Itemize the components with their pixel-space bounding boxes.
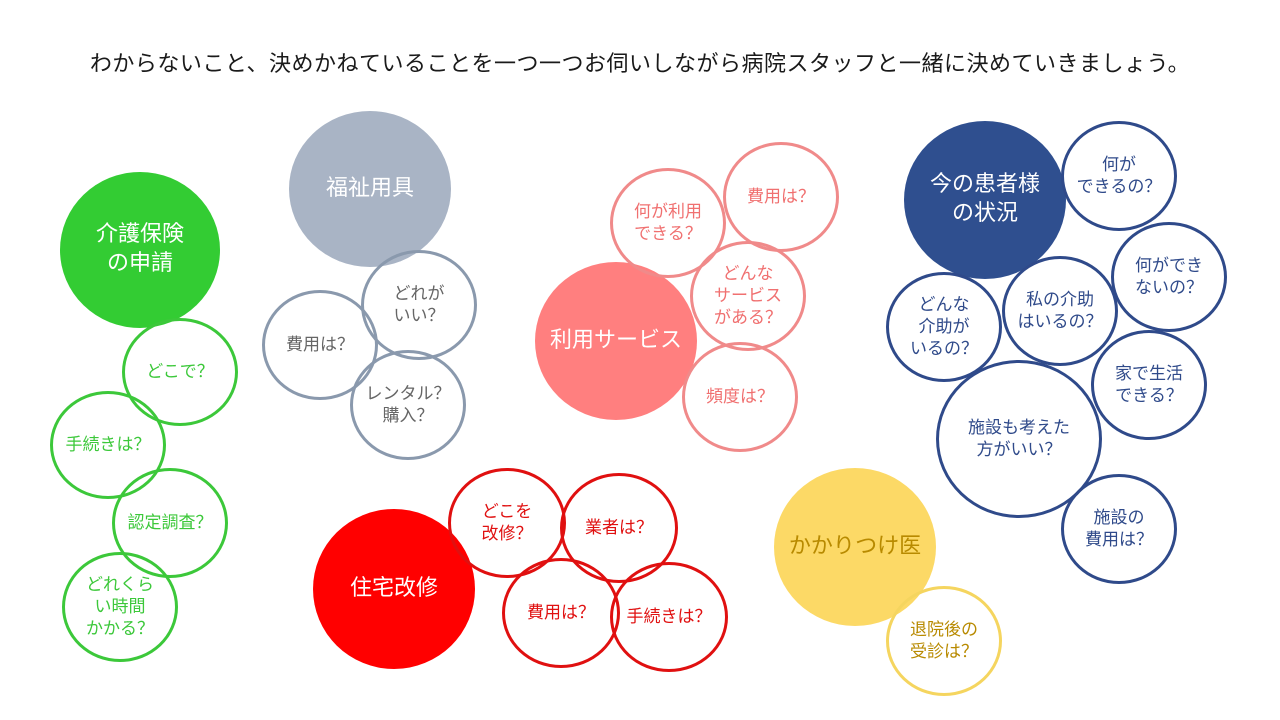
bubble-shisetsu-mo-kangaeta: 施設も考えた 方がいい？ xyxy=(936,360,1102,518)
bubble-taiin-go-jushin: 退院後の 受診は？ xyxy=(886,586,1002,696)
bubble-dokode: どこで？ xyxy=(122,318,238,426)
hub-riyou-service: 利用サービス xyxy=(535,262,697,420)
bubble-watashi-no-kaijo: 私の介助 はいるの？ xyxy=(1002,256,1118,366)
bubble-tetsuzuki: 手続きは？ xyxy=(50,391,166,499)
bubble-dorega-ii: どれが いい？ xyxy=(361,250,477,360)
bubble-shisetsu-no-hiyou: 施設の 費用は？ xyxy=(1061,474,1177,584)
bubble-nintei-chousa: 認定調査？ xyxy=(112,468,228,578)
bubble-hiyou-jutaku: 費用は？ xyxy=(502,558,620,668)
bubble-donna-service: どんな サービス がある？ xyxy=(690,241,806,351)
bubble-gyousha: 業者は？ xyxy=(560,473,678,583)
bubble-hiyou-riyou: 費用は？ xyxy=(723,142,839,252)
bubble-donna-kaijo: どんな 介助が いるの？ xyxy=(886,272,1002,382)
bubble-nani-ga-dekinai: 何ができ ないの？ xyxy=(1111,222,1227,332)
bubble-jikan: どれくら い時間 かかる？ xyxy=(62,552,178,662)
hub-kanja-joukyou: 今の患者様 の状況 xyxy=(904,121,1066,279)
bubble-tetsuzuki-jutaku: 手続きは？ xyxy=(610,562,728,672)
page-title: わからないこと、決めかねていることを一つ一つお伺いしながら病院スタッフと一緒に決… xyxy=(89,52,1191,77)
bubble-rental-kounyuu: レンタル？ 購入？ xyxy=(350,350,466,460)
bubble-nani-ga-dekiru: 何が できるの？ xyxy=(1061,121,1177,231)
bubble-ie-de-seikatsu: 家で生活 できる？ xyxy=(1091,330,1207,440)
bubble-hiyou-fukushi: 費用は？ xyxy=(262,290,378,400)
bubble-nani-ga-riyou: 何が利用 できる？ xyxy=(610,168,726,278)
hub-fukushi-yougu: 福祉用具 xyxy=(289,111,451,267)
bubble-hindo: 頻度は？ xyxy=(682,342,798,452)
hub-jutaku-kaishuu: 住宅改修 xyxy=(313,509,475,669)
hub-kaigo-hoken: 介護保険 の申請 xyxy=(60,172,220,328)
